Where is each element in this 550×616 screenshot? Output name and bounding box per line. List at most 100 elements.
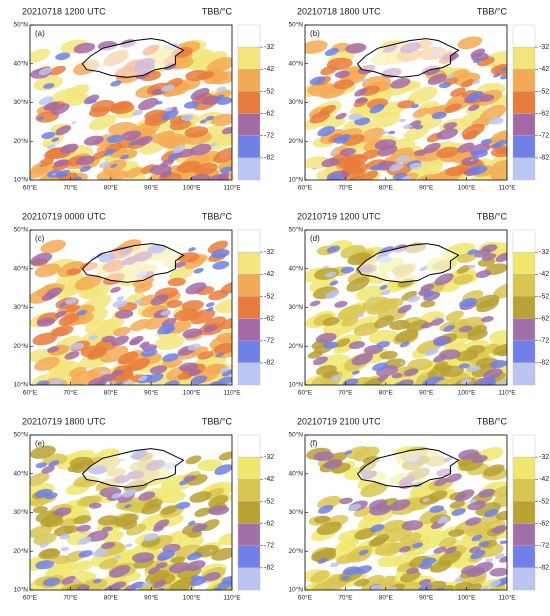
- cloud: [445, 166, 466, 177]
- cloud: [71, 121, 77, 125]
- cloud: [317, 495, 342, 509]
- cloud: [104, 148, 116, 156]
- cloud: [341, 575, 351, 580]
- cloud: [356, 313, 365, 318]
- cloud: [173, 308, 199, 321]
- lat-label: 20°N: [13, 137, 28, 145]
- region-outline: [356, 38, 460, 78]
- cloud: [354, 88, 368, 97]
- colorbar-segment: [237, 318, 261, 341]
- cloud: [480, 138, 493, 145]
- cloud: [369, 504, 392, 516]
- cloud: [157, 550, 176, 561]
- lat-label: 10°N: [13, 176, 28, 184]
- panel-title: 20210719 1200 UTC: [297, 211, 381, 221]
- cloud: [418, 530, 449, 550]
- panel-unit: TBB/°C: [202, 211, 233, 221]
- cloud: [76, 524, 91, 532]
- cloud: [58, 313, 80, 326]
- region-outline: [81, 448, 185, 488]
- colorbar-segment: [237, 91, 261, 114]
- cloud: [164, 107, 173, 112]
- cloud: [309, 300, 321, 307]
- cloud: [318, 504, 334, 514]
- cloud: [111, 335, 129, 347]
- cloud: [88, 377, 108, 385]
- colorbar-label: -42: [539, 66, 549, 73]
- colorbar-segment: [237, 251, 261, 275]
- colorbar-segment: [237, 523, 261, 546]
- cloud: [414, 125, 424, 130]
- cloud: [160, 309, 172, 316]
- cloud: [394, 381, 406, 385]
- cloud: [361, 149, 380, 160]
- lon-label: 90°E: [419, 389, 434, 397]
- cloud: [382, 527, 412, 542]
- cloud: [129, 318, 151, 331]
- cloud: [400, 175, 412, 180]
- colorbar-segment: [512, 69, 536, 92]
- cloud: [197, 351, 214, 360]
- cloud: [429, 505, 445, 513]
- cloud: [471, 80, 481, 85]
- region-outline: [356, 243, 460, 283]
- cloud: [52, 173, 56, 176]
- cloud: [180, 114, 195, 121]
- cloud: [175, 501, 191, 510]
- cloud: [61, 575, 76, 585]
- cloud: [185, 560, 206, 572]
- lat-label: 50°N: [13, 431, 28, 439]
- cloud: [207, 240, 229, 254]
- lat-label: 10°N: [288, 381, 303, 389]
- cloud: [434, 478, 448, 487]
- lon-label: 90°E: [144, 594, 159, 602]
- cloud: [457, 36, 483, 50]
- cloud: [493, 139, 507, 148]
- region-outline: [81, 38, 185, 78]
- lon-label: 60°E: [298, 594, 313, 602]
- cloud: [214, 299, 232, 314]
- lat-label: 50°N: [288, 431, 303, 439]
- cloud: [444, 103, 462, 114]
- cloud: [157, 323, 175, 335]
- cloud: [151, 88, 165, 95]
- cloud: [418, 562, 433, 570]
- cloud: [348, 503, 362, 512]
- colorbar-segment: [237, 501, 261, 524]
- cloud: [43, 517, 64, 528]
- cloud: [409, 162, 423, 170]
- cloud: [420, 300, 436, 308]
- cloud: [315, 365, 337, 376]
- panel-label: (d): [310, 234, 320, 243]
- lon-label: 80°E: [379, 389, 394, 397]
- cloud: [214, 464, 232, 475]
- cloud: [152, 525, 164, 532]
- cloud: [181, 300, 204, 311]
- cloud: [117, 351, 139, 365]
- cloud: [439, 349, 461, 360]
- lat-label: 40°N: [288, 264, 303, 272]
- cloud: [185, 282, 207, 295]
- cloud: [127, 357, 150, 372]
- colorbar-segment: [512, 567, 536, 591]
- cloud: [53, 507, 72, 517]
- cloud: [36, 317, 56, 327]
- cloud: [391, 373, 403, 379]
- colorbar-segment: [237, 157, 261, 181]
- cloud: [189, 143, 212, 156]
- cloud: [323, 341, 339, 349]
- colorbar-segment: [512, 296, 536, 319]
- cloud: [329, 280, 339, 286]
- cloud: [344, 450, 353, 455]
- cloud: [194, 507, 211, 517]
- cloud: [179, 362, 199, 372]
- cloud: [66, 304, 80, 313]
- panel-unit: TBB/°C: [202, 6, 233, 16]
- cloud: [473, 58, 482, 63]
- cloud: [87, 347, 108, 360]
- cloud: [492, 283, 507, 299]
- lon-label: 80°E: [104, 184, 119, 192]
- cloud: [468, 165, 488, 175]
- cloud: [453, 273, 474, 285]
- cloud: [458, 363, 470, 369]
